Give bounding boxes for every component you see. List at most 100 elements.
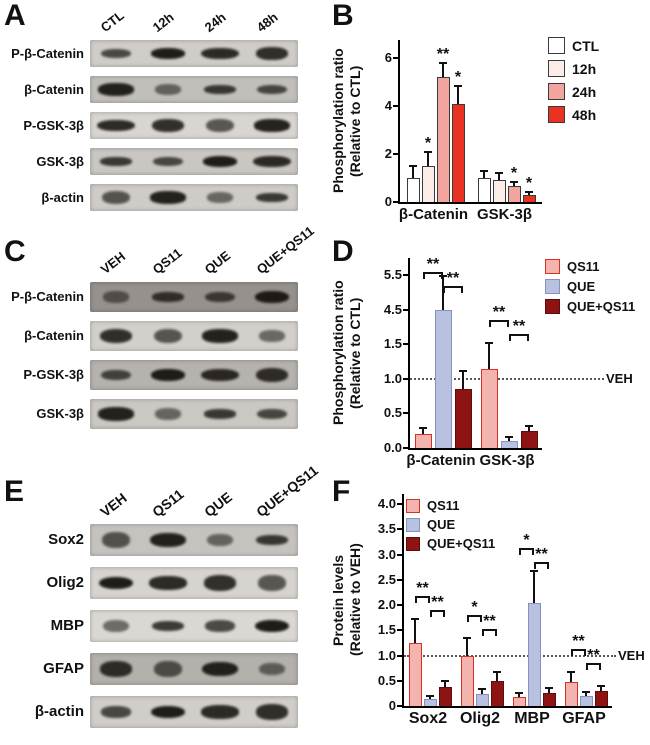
protein-band: [101, 532, 131, 548]
blot-strip-P-β-Catenin: [90, 40, 298, 67]
legend-item-CTL: CTL: [548, 34, 599, 57]
protein-band: [151, 119, 185, 132]
y-tick-mark: [397, 705, 402, 707]
protein-band: [258, 330, 286, 342]
protein-band: [201, 368, 239, 382]
protein-band: [202, 661, 238, 677]
y-axis-title: Protein levels (Relative to VEH): [330, 494, 366, 706]
ref-line-label: VEH: [606, 370, 633, 386]
legend-label: 12h: [572, 60, 597, 77]
error-bar: [513, 182, 515, 187]
legend: CTL 12h 24h 48h: [548, 34, 599, 126]
y-tick-label: 3.5: [377, 521, 396, 537]
error-bar-cap: [463, 637, 471, 640]
panel-e-blots: VEH QS11 QUE QUE+QS11 Sox2 Olig2 MBP GFAP β-acti…: [0, 462, 322, 745]
y-tick-mark: [403, 343, 408, 346]
protein-band: [150, 48, 186, 59]
protein-band: [150, 191, 186, 204]
significance-mark: **: [587, 646, 600, 664]
legend-item-12h: 12h: [548, 57, 599, 80]
significance-mark: *: [523, 532, 530, 550]
significance-mark: **: [446, 270, 460, 287]
protein-band: [98, 83, 134, 96]
error-bar-cap: [409, 165, 417, 168]
y-tick-label: 0.5: [383, 405, 402, 421]
bar-QUE-β-Catenin: [434, 309, 452, 448]
panel-f-chart: Protein levels (Relative to VEH) ** ** * ** * *…: [330, 478, 650, 742]
blot-row-label-Olig2: Olig2: [46, 574, 84, 591]
protein-band: [149, 576, 187, 590]
y-tick-label: 0: [384, 194, 392, 209]
lane-label-24h: 24h: [201, 9, 229, 35]
protein-band: [254, 290, 290, 304]
protein-band: [205, 620, 235, 632]
protein-band: [150, 705, 186, 719]
panel-d-letter: D: [332, 235, 354, 268]
sig-bracket: [415, 596, 430, 604]
y-axis-title-line: Protein levels: [330, 554, 346, 646]
error-bar: [462, 372, 464, 390]
significance-mark: **: [416, 580, 429, 598]
significance-mark: **: [572, 632, 585, 650]
blot-row-label-P-GSK-3β: P-GSK-3β: [23, 367, 84, 382]
error-bar: [414, 620, 416, 643]
protein-band: [258, 662, 286, 676]
legend-swatch: [406, 498, 420, 513]
bar-QUE+QS11-Olig2: [490, 680, 504, 706]
protein-band: [203, 575, 237, 591]
protein-band: [202, 156, 238, 167]
error-bar: [412, 167, 414, 179]
blot-row-label-β-actin: β-actin: [34, 703, 84, 720]
y-tick-mark: [397, 679, 402, 682]
error-bar-cap: [478, 688, 486, 691]
panel-d-chart: Phosphorylation ratio (Relative to CTL) **…: [330, 238, 650, 476]
bar-QS11-Sox2: [408, 642, 422, 706]
protein-band: [204, 409, 236, 419]
significance-mark: *: [510, 164, 518, 182]
error-bar-cap: [439, 275, 447, 277]
error-bar-cap: [495, 172, 503, 175]
x-category-label-GFAP: GFAP: [562, 710, 606, 727]
protein-band: [101, 190, 131, 205]
panel-a-letter: A: [4, 0, 26, 32]
y-tick-mark: [397, 528, 402, 531]
bar-QUE+QS11-GSK-3β: [520, 430, 538, 448]
error-bar: [518, 693, 520, 697]
protein-band: [254, 119, 290, 132]
y-axis-title-line: Phosphorylation ratio: [330, 280, 346, 426]
protein-band: [206, 533, 234, 547]
blot-row-label-Sox2: Sox2: [48, 531, 84, 548]
error-bar-cap: [480, 170, 488, 173]
plot-area: ** ** ** **: [408, 256, 604, 450]
protein-band: [205, 291, 235, 303]
y-tick-label: 1.0: [383, 370, 402, 386]
panel-f-letter: F: [332, 475, 351, 508]
bar-QS11-MBP: [512, 696, 526, 706]
panel-b-letter: B: [332, 0, 354, 32]
y-tick-label: 4: [384, 98, 392, 114]
y-axis-title-line: Phosphorylation ratio: [330, 48, 346, 194]
protein-band: [153, 328, 183, 344]
panel-c-blots: VEH QS11 QUE QUE+QS11 P-β-Catenin β-Catenin P-…: [0, 223, 322, 506]
sig-bracket: [509, 334, 529, 342]
lane-label-12h: 12h: [149, 9, 177, 35]
protein-band: [150, 532, 186, 548]
error-bar-cap: [454, 84, 462, 87]
sig-bracket: [482, 629, 497, 637]
x-category-label-Sox2: Sox2: [408, 710, 448, 727]
error-bar: [483, 172, 485, 179]
significance-mark: **: [426, 256, 440, 273]
bar-QUE+QS11-GFAP: [594, 690, 608, 706]
blot-row-label-GSK-3β: GSK-3β: [36, 406, 84, 421]
protein-band: [102, 619, 130, 633]
bar-QS11-β-Catenin: [414, 434, 432, 448]
sig-bracket: [443, 286, 463, 293]
y-tick-label: 2: [384, 146, 392, 162]
legend-label: 48h: [572, 106, 597, 123]
error-bar-cap: [597, 684, 605, 687]
legend-item-QS11: QS11: [406, 496, 495, 515]
y-tick-label: 0: [388, 698, 396, 713]
error-bar-cap: [525, 424, 533, 427]
blot-strip-β-actin: [90, 184, 298, 211]
